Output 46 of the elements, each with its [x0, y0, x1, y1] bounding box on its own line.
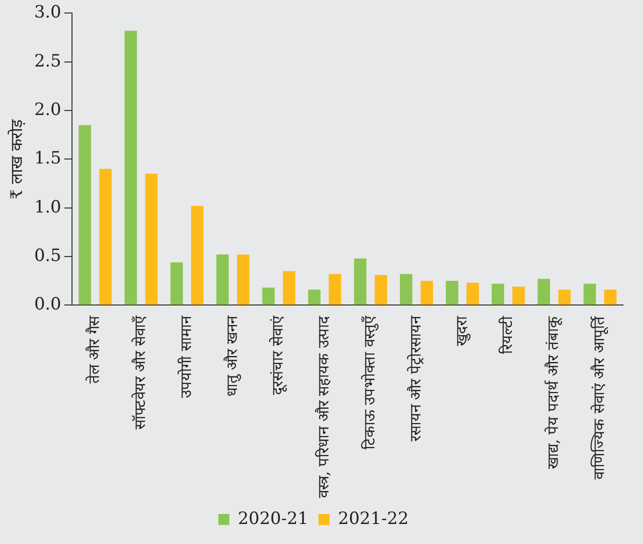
bar	[78, 125, 92, 305]
bar	[216, 254, 229, 305]
x-tick-label: खाद्य, पेय पदार्थ और तंबाकू	[544, 316, 564, 470]
bar	[282, 271, 296, 305]
bar	[492, 284, 504, 305]
x-tick-label: तेल और गैस	[85, 315, 104, 384]
bar	[512, 286, 525, 305]
x-tick-label: रसायन और पेट्रोरसायन	[406, 315, 424, 442]
legend-label: 2020-21	[238, 508, 308, 529]
y-tick-label: 0.0	[34, 294, 62, 315]
bar	[604, 290, 617, 305]
bar	[584, 284, 596, 305]
x-tick-label: वस्त्र, परिधान और सहायक उत्पाद	[314, 315, 333, 498]
y-tick-label: 2.5	[34, 51, 62, 72]
bar	[124, 30, 137, 305]
x-tick-label: सॉफ्टवेयर और सेवाएँ	[130, 315, 149, 430]
bar	[308, 290, 321, 305]
legend-label: 2021-22	[338, 508, 409, 529]
bar	[420, 280, 433, 305]
bar	[446, 280, 458, 305]
bar	[538, 278, 550, 305]
bar	[145, 174, 158, 305]
x-tick-label: दूरसंचार सेवाएं	[268, 315, 288, 395]
x-tick-label: टिकाऊ उपभोक्ता वस्तुएँ	[360, 315, 380, 450]
x-tick-label: वाणिज्यिक सेवाएं और आपूर्ति	[590, 316, 609, 480]
bar	[354, 258, 366, 305]
y-axis-title: ₹ लाख करोड़	[6, 119, 26, 200]
bar	[170, 262, 183, 305]
y-tick-label: 3.0	[34, 2, 62, 23]
bar	[400, 274, 412, 305]
bar	[466, 282, 479, 305]
x-tick-label: रियल्टी	[498, 315, 516, 354]
y-tick-label: 2.0	[34, 100, 62, 120]
y-tick-label: 0.5	[34, 246, 62, 266]
bar	[191, 206, 204, 305]
x-tick-label: उपयोगी सामान	[176, 315, 195, 398]
bar	[262, 288, 275, 305]
bar	[328, 274, 342, 305]
bar	[99, 168, 112, 305]
x-tick-label: धातु और खनन	[222, 315, 242, 397]
bar	[374, 274, 388, 305]
x-tick-label: खुदरा	[452, 315, 472, 346]
y-tick-label: 1.0	[34, 197, 62, 218]
bar	[558, 290, 571, 305]
bar	[237, 254, 250, 305]
y-tick-label: 1.5	[34, 148, 62, 169]
